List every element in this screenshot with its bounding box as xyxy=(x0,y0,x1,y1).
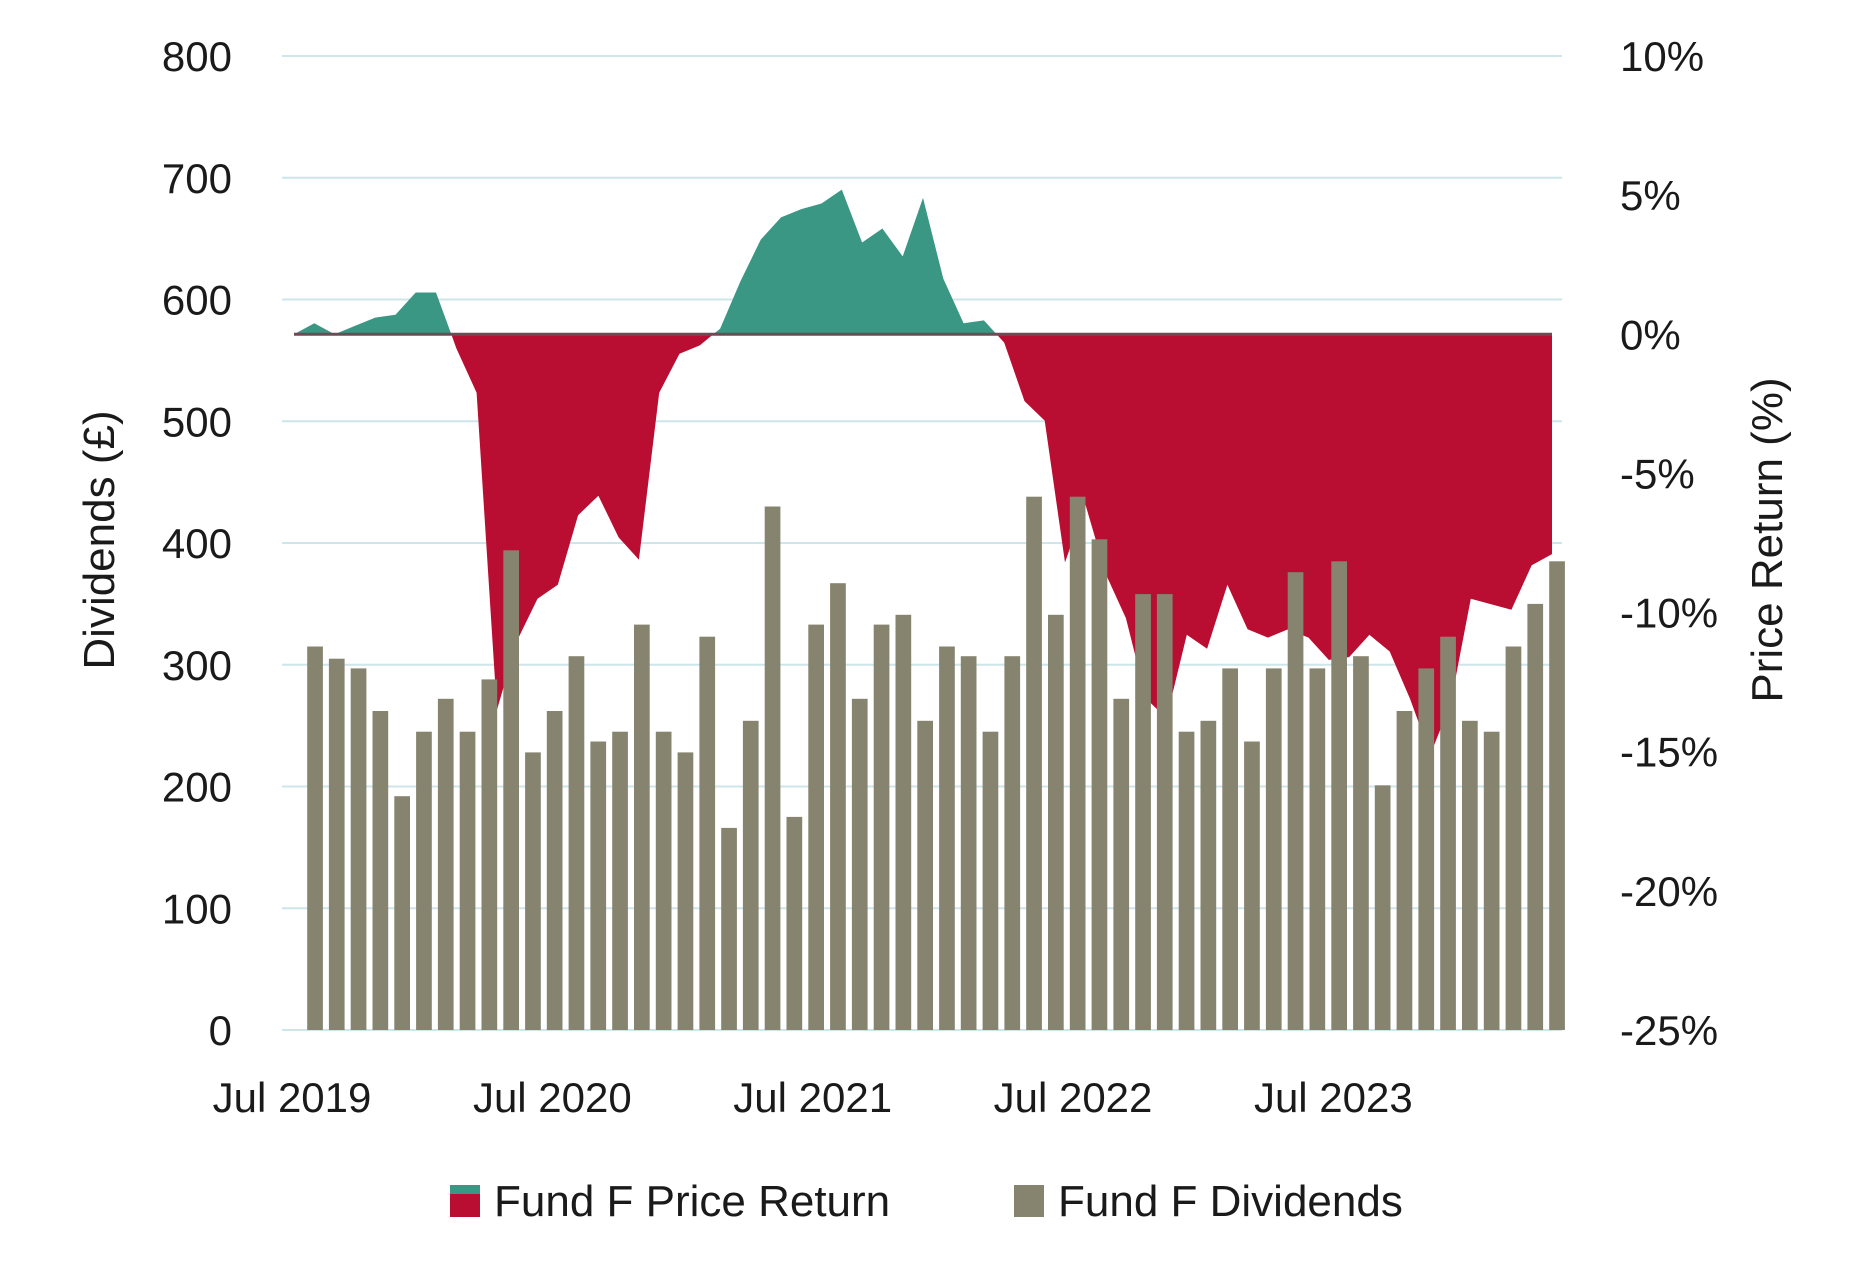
right-axis-ticks: -25% -20% -15% -10% -5% 0% 5% 10% xyxy=(1620,33,1718,1054)
dividend-bar xyxy=(1396,711,1413,1030)
dividend-bar xyxy=(786,816,803,1030)
legend-label-price-return: Fund F Price Return xyxy=(494,1177,890,1226)
left-tick-label: 100 xyxy=(162,885,232,932)
dividend-bar xyxy=(503,550,519,1030)
dividend-bar xyxy=(895,614,912,1030)
dividend-bar xyxy=(873,624,890,1030)
dividend-bar xyxy=(416,731,432,1030)
dividend-bar xyxy=(721,827,737,1030)
legend-swatch-dividends xyxy=(1014,1185,1044,1217)
dividend-bar xyxy=(568,656,585,1030)
legend-swatch-price-return-negative xyxy=(450,1194,480,1217)
dividend-bar xyxy=(1418,668,1435,1030)
right-tick-label: -5% xyxy=(1620,450,1695,497)
legend-item-dividends: Fund F Dividends xyxy=(1014,1177,1403,1226)
dividend-bar xyxy=(1244,741,1260,1030)
dividend-bar xyxy=(982,731,999,1030)
dividend-bar xyxy=(1353,656,1369,1030)
dividend-bar xyxy=(851,698,868,1030)
dividend-bar xyxy=(808,624,824,1030)
right-tick-label: -10% xyxy=(1620,590,1718,637)
dividend-bar xyxy=(1135,594,1151,1030)
dividend-bar xyxy=(1374,785,1391,1030)
left-tick-label: 0 xyxy=(209,1007,232,1054)
dividend-bar xyxy=(612,731,628,1030)
dividend-bar xyxy=(960,656,977,1030)
right-tick-label: 10% xyxy=(1620,33,1704,80)
legend: Fund F Price Return Fund F Dividends xyxy=(450,1177,1403,1226)
dividend-bar xyxy=(1483,731,1500,1030)
dividend-bar xyxy=(1069,496,1086,1030)
dividend-bar xyxy=(917,720,933,1030)
dividend-bar xyxy=(1505,646,1522,1030)
dividend-bar xyxy=(437,698,454,1030)
dividend-bar xyxy=(1113,698,1130,1030)
dividend-bar xyxy=(307,646,323,1030)
right-tick-label: 5% xyxy=(1620,172,1681,219)
dividend-bar xyxy=(546,711,563,1030)
dividend-bar xyxy=(655,731,672,1030)
dividend-bar xyxy=(677,752,694,1030)
dividend-bar xyxy=(372,711,389,1030)
x-tick-label: Jul 2020 xyxy=(473,1074,632,1121)
dividend-bar xyxy=(1048,614,1064,1030)
x-tick-label: Jul 2019 xyxy=(213,1074,372,1121)
left-axis-ticks: 0 100 200 300 400 500 600 700 800 xyxy=(162,33,232,1054)
right-axis-title: Price Return (%) xyxy=(1743,377,1792,702)
dividend-bar xyxy=(1222,668,1238,1030)
legend-item-price-return: Fund F Price Return xyxy=(450,1177,890,1226)
legend-swatch-price-return-positive xyxy=(450,1185,480,1194)
dividend-bar xyxy=(742,720,759,1030)
right-tick-label: -15% xyxy=(1620,729,1718,776)
dividend-bar xyxy=(1004,656,1021,1030)
price-return-positive-area xyxy=(294,189,1552,335)
left-tick-label: 500 xyxy=(162,398,232,445)
price-return-negative-area xyxy=(294,334,1552,755)
dividend-bar xyxy=(830,583,846,1030)
dividend-bar xyxy=(1462,720,1478,1030)
x-tick-label: Jul 2023 xyxy=(1254,1074,1413,1121)
dividend-bar xyxy=(634,624,650,1030)
dividend-bar xyxy=(1265,668,1282,1030)
left-tick-label: 700 xyxy=(162,155,232,202)
dividend-bar xyxy=(525,752,541,1030)
right-tick-label: 0% xyxy=(1620,311,1681,358)
dividend-bar xyxy=(394,796,410,1030)
left-axis-title: Dividends (£) xyxy=(75,410,124,669)
x-tick-label: Jul 2021 xyxy=(733,1074,892,1121)
dividend-bar xyxy=(1331,561,1347,1030)
dividend-bar xyxy=(1309,668,1326,1030)
dividend-bars xyxy=(307,496,1565,1030)
x-tick-label: Jul 2022 xyxy=(994,1074,1153,1121)
left-tick-label: 600 xyxy=(162,277,232,324)
dividend-bar xyxy=(1527,603,1544,1030)
price-return-area xyxy=(294,189,1552,755)
dividend-bar xyxy=(764,506,781,1030)
left-tick-label: 400 xyxy=(162,520,232,567)
dividend-bar xyxy=(350,668,367,1030)
dividend-bar xyxy=(1156,594,1173,1030)
dividend-bar xyxy=(1200,720,1217,1030)
dividend-bar xyxy=(328,658,345,1030)
dividend-bar xyxy=(1549,561,1565,1030)
left-tick-label: 800 xyxy=(162,33,232,80)
dividend-bar xyxy=(1287,572,1304,1030)
left-tick-label: 300 xyxy=(162,642,232,689)
dividend-bar xyxy=(699,636,716,1030)
x-axis-ticks: Jul 2019 Jul 2020 Jul 2021 Jul 2022 Jul 2023 xyxy=(213,1074,1413,1121)
dividend-bar xyxy=(1026,496,1042,1030)
dividend-bar xyxy=(939,646,955,1030)
right-tick-label: -20% xyxy=(1620,868,1718,915)
dividend-bar xyxy=(481,679,498,1030)
dividend-bar xyxy=(459,731,476,1030)
legend-label-dividends: Fund F Dividends xyxy=(1058,1177,1403,1226)
dividend-bar xyxy=(1440,636,1456,1030)
right-tick-label: -25% xyxy=(1620,1007,1718,1054)
left-tick-label: 200 xyxy=(162,764,232,811)
dividend-bar xyxy=(590,741,607,1030)
dividend-bar xyxy=(1091,539,1108,1030)
dividend-bar xyxy=(1178,731,1195,1030)
